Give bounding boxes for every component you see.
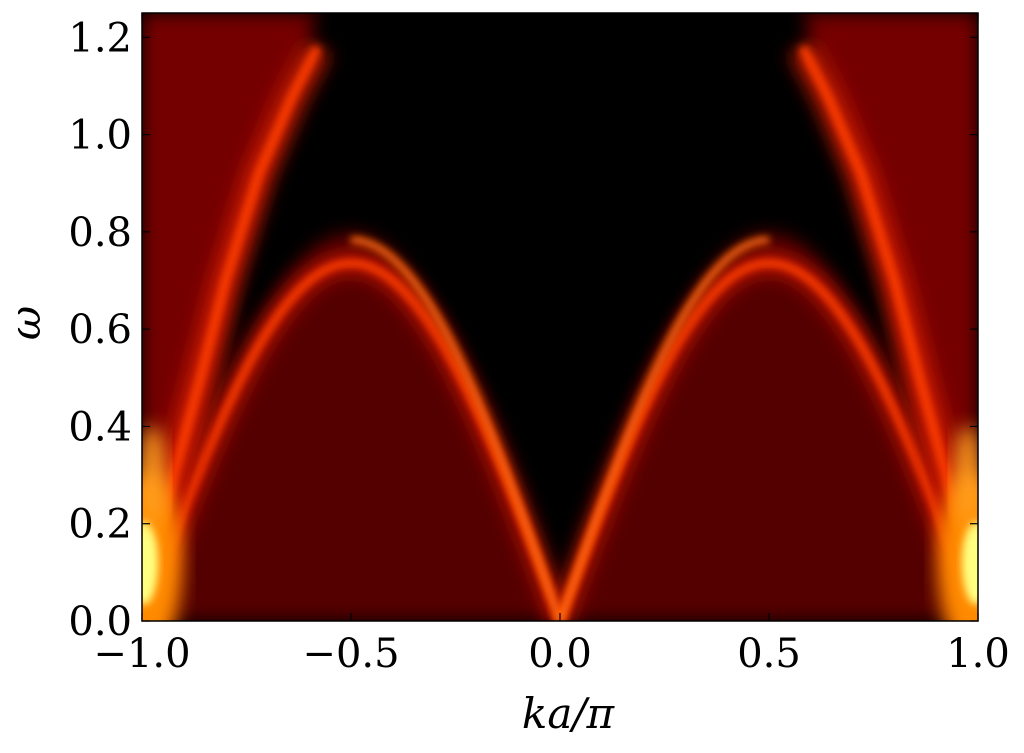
y-tick-label: 1.0 xyxy=(68,113,132,159)
lower-branch xyxy=(556,258,978,621)
lower-branch-inner-edge xyxy=(556,236,770,621)
upper-branch xyxy=(142,44,322,598)
x-axis: −1.0 −0.5 0.0 0.5 1.0 xyxy=(93,13,1010,677)
y-tick-label: 0.8 xyxy=(68,210,132,256)
y-tick-label: 0.6 xyxy=(68,307,132,353)
x-axis-label: ka/π xyxy=(522,689,616,738)
heatmap-plot-area xyxy=(141,12,979,622)
y-tick-label: 0.0 xyxy=(68,599,132,645)
lower-branch xyxy=(142,258,564,621)
y-axis: 0.0 0.2 0.4 0.6 0.8 1.0 1.2 xyxy=(68,15,978,645)
lower-branch-inner-edge xyxy=(350,236,564,621)
hot-spot xyxy=(961,520,978,605)
heatmap-intensity xyxy=(142,13,978,621)
y-tick-label: 0.2 xyxy=(68,502,132,548)
upper-branch xyxy=(798,44,978,598)
y-axis-label: ω xyxy=(1,306,50,340)
y-tick-label: 1.2 xyxy=(68,15,132,61)
lower-continuum xyxy=(560,231,978,621)
x-tick-label: 0.5 xyxy=(737,631,801,677)
x-tick-label: −1.0 xyxy=(93,631,190,677)
x-tick-label: −0.5 xyxy=(302,631,399,677)
x-tick-label: 1.0 xyxy=(946,631,1010,677)
hot-spot xyxy=(142,520,159,605)
y-tick-label: 0.4 xyxy=(68,404,132,450)
hot-spot-tail xyxy=(142,425,167,526)
x-tick-label: 0.0 xyxy=(528,631,592,677)
hot-spot-tail xyxy=(953,425,978,526)
lower-continuum xyxy=(142,231,560,621)
